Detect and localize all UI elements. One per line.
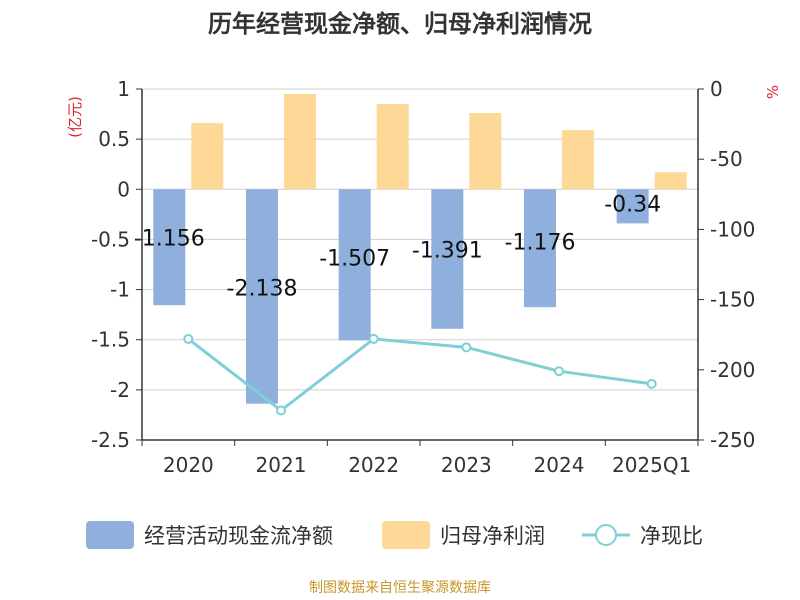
line-point [368,333,379,344]
y2-tick-label: -250 [710,428,755,452]
grid-lines [142,88,698,441]
y-tick-label: 0.5 [98,127,130,151]
legend-swatch [86,521,134,549]
axes: 1 0.5 0 -0.5 -1 -1.5 -2 -2.5 0 -50 -100 -150 -200 -25… [91,77,755,477]
line-cash-ratio [187,337,652,413]
line-point [554,366,564,377]
legend-marker [595,524,617,546]
bar-operating-cashflow [431,189,464,329]
bar-value-label: -2.138 [227,276,298,301]
bar-net-profit [469,113,502,190]
bar-net-profit [284,94,316,190]
bars [153,94,687,404]
x-tick-label: 2024 [534,453,585,477]
bar-net-profit [562,130,594,190]
x-tick-label: 2023 [441,453,492,477]
y2-tick-label: -100 [710,217,755,241]
x-tick-label: 2021 [256,453,307,477]
y-tick-label: -1.5 [91,328,130,352]
legend-label: 净现比 [640,524,703,548]
line-point [646,378,657,389]
line-series [183,333,657,416]
legend-label: 归母净利润 [440,524,545,548]
line-point [461,342,472,353]
y-tick-label: -2 [110,378,130,402]
bar-value-label: -1.507 [319,246,390,271]
y-axis-label: (亿元) [66,96,84,138]
bar-net-profit [191,123,224,190]
y2-tick-label: -150 [710,288,755,312]
y2-axis-label: % [764,85,782,99]
line-point [276,405,286,416]
source-note: 制图数据来自恒生聚源数据库 [309,580,491,596]
x-tick-label: 2020 [163,453,214,477]
x-tick-label: 2025Q1 [612,453,691,477]
y-tick-label: 1 [117,77,130,101]
chart-title: 历年经营现金净额、归母净利润情况 [208,10,592,38]
y-tick-label: -1 [110,278,130,302]
x-tick-label: 2022 [348,453,399,477]
y-tick-label: -2.5 [91,428,130,452]
bar-net-profit [654,172,687,190]
legend-swatch [382,521,430,549]
bar-value-label: -1.156 [134,226,205,251]
y2-tick-label: 0 [710,77,723,101]
bar-operating-cashflow [338,189,371,341]
bar-value-label: -1.391 [412,238,483,263]
data-labels: -1.156 -2.138 -1.507 -1.391 -1.176 -0.34 [134,192,661,301]
legend-label: 经营活动现金流净额 [144,524,333,548]
y2-tick-label: -200 [710,358,755,382]
bar-operating-cashflow [616,189,649,224]
bar-value-label: -0.34 [604,192,661,217]
y-tick-label: -0.5 [91,227,130,251]
y2-tick-label: -50 [710,147,743,171]
bar-operating-cashflow [524,189,556,308]
line-point [183,333,194,344]
bar-net-profit [376,104,409,190]
bar-operating-cashflow [246,189,278,404]
bar-operating-cashflow [153,189,186,306]
y-tick-label: 0 [117,177,130,201]
legend: 经营活动现金流净额 归母净利润 净现比 [86,521,703,549]
bar-value-label: -1.176 [505,230,576,255]
